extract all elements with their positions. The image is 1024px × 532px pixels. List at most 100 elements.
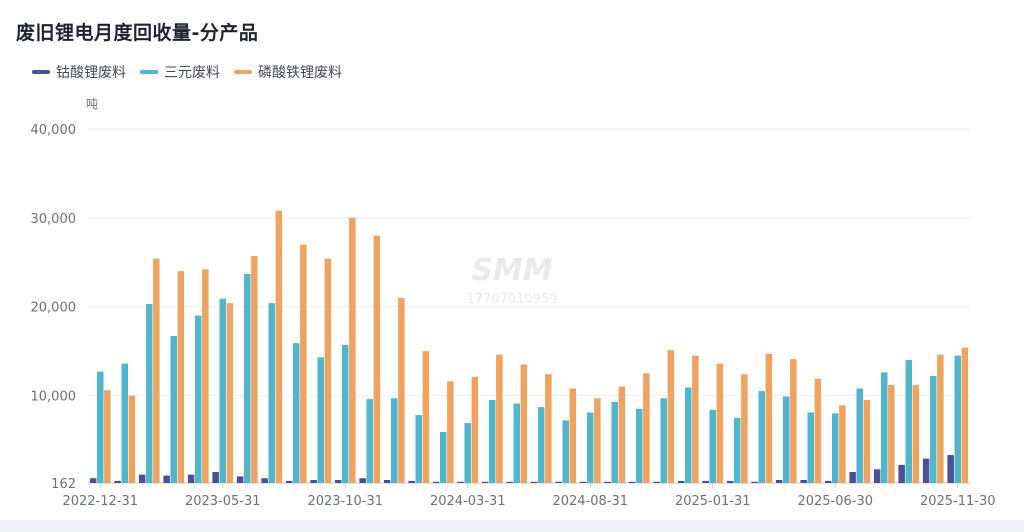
bar <box>660 398 667 483</box>
legend-swatch-ternary <box>140 70 158 74</box>
bar <box>905 360 912 483</box>
bar <box>219 298 226 483</box>
bar <box>447 381 454 483</box>
bar <box>930 376 937 483</box>
bar <box>922 458 930 483</box>
watermark-phone: 17707010959 <box>467 292 558 307</box>
y-tick-label: 30,000 <box>31 212 77 227</box>
y-tick-label: 40,000 <box>31 123 77 138</box>
x-tick-label: 2025-06-30 <box>797 494 873 509</box>
y-tick-label: 10,000 <box>31 390 77 405</box>
bar <box>153 258 160 483</box>
bar <box>236 476 244 483</box>
bar <box>471 376 479 483</box>
bar <box>513 403 520 483</box>
bar <box>692 355 699 483</box>
bar <box>177 271 185 483</box>
bar <box>163 475 170 483</box>
bar <box>373 235 381 483</box>
bar <box>342 344 349 483</box>
bar <box>285 480 293 483</box>
x-tick-label: 2025-11-30 <box>920 494 996 509</box>
chart-title: 废旧锂电月度回收量-分产品 <box>16 22 259 44</box>
x-tick-label: 2024-03-31 <box>430 494 506 509</box>
bar <box>359 478 366 483</box>
bar <box>685 387 692 483</box>
bar <box>863 400 871 483</box>
bar <box>587 412 594 483</box>
bar <box>293 343 300 483</box>
bar <box>440 432 447 483</box>
bar <box>195 315 202 483</box>
bar <box>775 480 783 483</box>
bar <box>849 472 856 483</box>
bar <box>300 244 307 483</box>
bar <box>89 478 97 483</box>
bar <box>520 364 528 483</box>
bar <box>555 481 562 483</box>
legend-item-cobalt[interactable]: 钴酸锂废料 <box>32 62 126 82</box>
bar <box>611 401 618 483</box>
bar <box>856 388 863 483</box>
legend-swatch-cobalt <box>32 70 50 74</box>
bar <box>832 413 839 483</box>
bar <box>643 373 650 483</box>
bar <box>268 303 275 483</box>
bar <box>366 399 373 483</box>
bar <box>324 258 332 483</box>
bar <box>170 336 177 483</box>
bar <box>545 374 552 483</box>
bar <box>97 371 104 483</box>
bar <box>790 359 797 483</box>
legend-label-ternary: 三元废料 <box>164 65 220 81</box>
bar <box>432 481 440 483</box>
bar <box>758 391 765 483</box>
bar <box>800 480 807 483</box>
bar <box>415 415 422 483</box>
bar <box>807 412 814 483</box>
bar <box>765 353 773 483</box>
bar <box>709 409 716 483</box>
bar <box>481 481 489 483</box>
legend-label-cobalt: 钴酸锂废料 <box>56 65 126 81</box>
bar <box>716 363 724 483</box>
bar <box>912 384 920 483</box>
bar <box>726 480 734 483</box>
bar <box>398 297 405 483</box>
bar <box>954 355 961 483</box>
y-axis-unit: 吨 <box>86 97 98 111</box>
bar <box>824 480 832 483</box>
legend-item-ternary[interactable]: 三元废料 <box>140 62 220 82</box>
bar <box>383 480 391 483</box>
legend-label-lfp: 磷酸铁锂废料 <box>258 65 342 81</box>
bar <box>677 480 685 483</box>
bar <box>636 408 643 483</box>
bar <box>104 390 111 483</box>
bar <box>251 256 258 483</box>
bar <box>187 474 195 483</box>
bar <box>202 269 209 483</box>
bar <box>457 481 464 483</box>
watermark-logo: SMM <box>471 253 552 288</box>
bar <box>138 474 146 483</box>
bar <box>594 398 601 483</box>
bottom-strip <box>0 520 1024 532</box>
chart-legend: 钴酸锂废料 三元废料 磷酸铁锂废料 <box>32 62 342 82</box>
bar <box>349 217 356 484</box>
bar <box>496 354 503 483</box>
bar <box>898 464 905 483</box>
bar <box>618 386 626 483</box>
bar <box>464 423 471 483</box>
bar <box>212 472 219 483</box>
bar <box>506 481 513 483</box>
bar <box>422 351 430 483</box>
bar <box>317 357 324 483</box>
legend-swatch-lfp <box>234 70 252 74</box>
bar-chart: 吨 162 10,000 20,000 30,000 40,000 SMM 177070109… <box>31 97 996 509</box>
legend-item-lfp[interactable]: 磷酸铁锂废料 <box>234 62 342 82</box>
x-tick-label: 2023-05-31 <box>185 494 261 509</box>
y-tick-label: 162 <box>51 477 76 492</box>
bar <box>741 374 748 483</box>
bar <box>947 455 954 483</box>
y-tick-label: 20,000 <box>31 301 77 316</box>
